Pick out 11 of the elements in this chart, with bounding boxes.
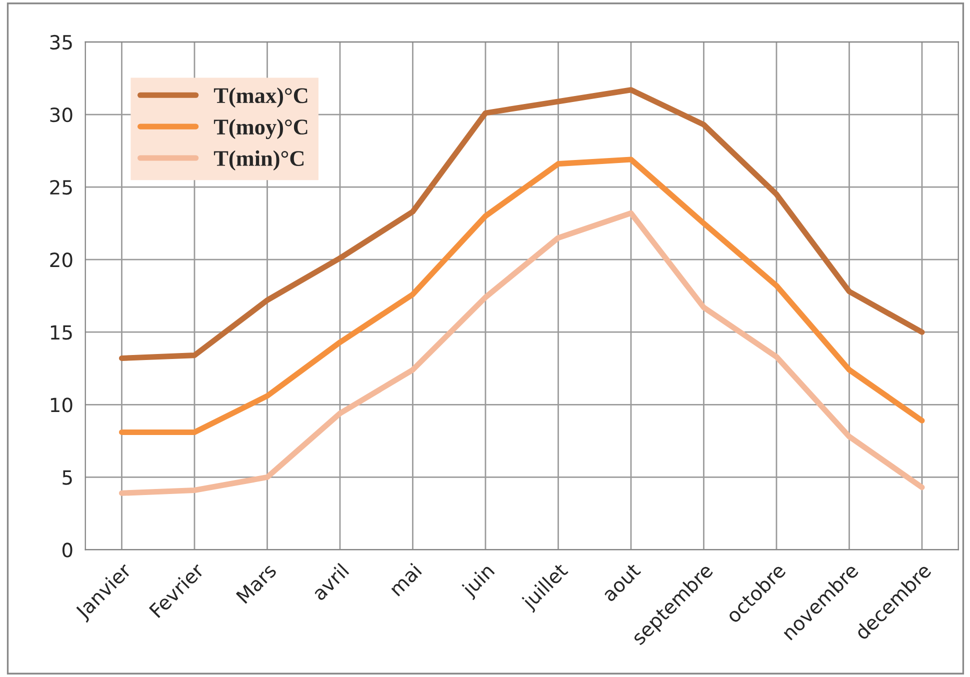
legend-label: T(max)°C	[214, 87, 308, 108]
legend-label: T(min)°C	[214, 150, 304, 171]
y-tick-label: 30	[50, 107, 72, 122]
y-tick-label: 35	[50, 34, 72, 50]
y-tick-label: 10	[50, 398, 72, 412]
y-tick-label: 20	[50, 252, 72, 268]
y-tick-label: 15	[50, 325, 72, 340]
legend-label: T(moy)°C	[214, 118, 308, 140]
y-tick-label: 25	[50, 180, 72, 195]
y-tick-label: 5	[62, 470, 72, 485]
y-tick-label: 0	[62, 542, 72, 558]
